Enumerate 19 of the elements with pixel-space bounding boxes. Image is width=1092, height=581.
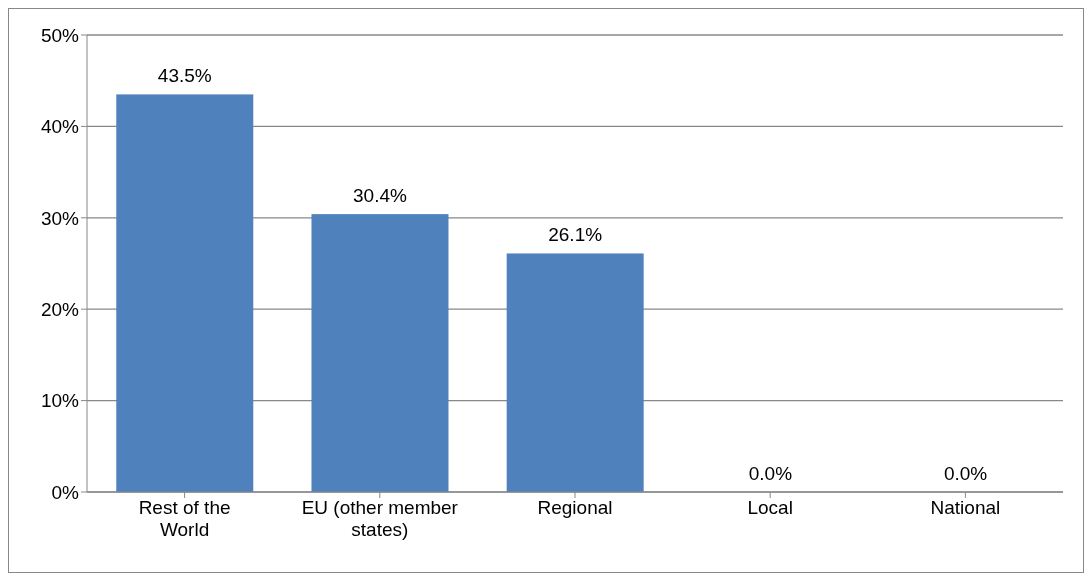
data-label: 0.0% <box>748 463 793 484</box>
x-tick-label: Regional <box>537 497 613 518</box>
data-label: 30.4% <box>353 185 408 207</box>
bar <box>506 253 644 492</box>
y-tick-label: 50% <box>40 24 80 46</box>
bar <box>311 214 449 492</box>
y-tick-label: 20% <box>40 298 80 320</box>
data-label: 0.0% <box>943 463 988 484</box>
y-tick-label: 0% <box>51 481 80 503</box>
y-tick-label: 10% <box>40 390 80 412</box>
x-tick-label: Rest of the World <box>138 497 231 540</box>
data-label: 26.1% <box>548 224 603 246</box>
x-tick-label: EU (other member states) <box>301 497 459 540</box>
x-tick-label: Local <box>747 497 793 518</box>
y-tick-label: 40% <box>40 116 80 138</box>
data-label: 43.5% <box>157 65 212 87</box>
y-tick-label: 30% <box>40 207 80 229</box>
x-tick-label: National <box>930 497 1001 518</box>
bar <box>116 94 254 492</box>
